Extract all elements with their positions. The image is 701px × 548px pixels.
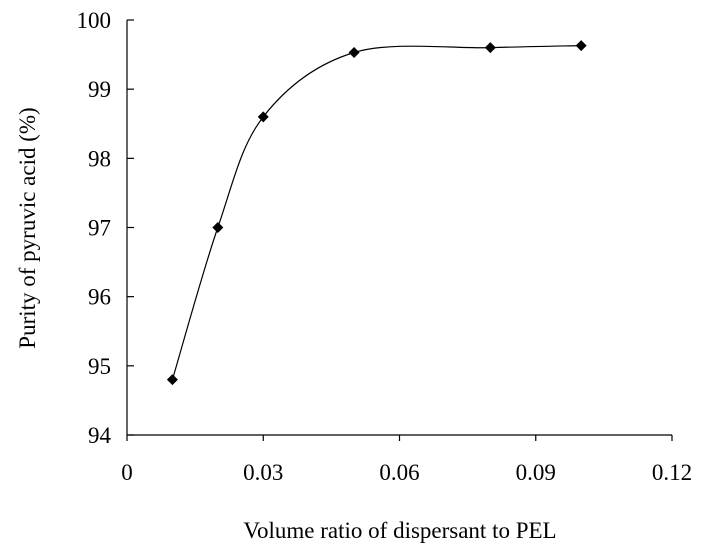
y-tick-label: 95	[88, 354, 111, 379]
x-tick-label: 0	[121, 460, 133, 485]
x-tick-label: 0.12	[652, 460, 692, 485]
x-tick-label: 0.03	[243, 460, 283, 485]
y-tick-label: 100	[77, 8, 112, 33]
x-axis-title: Volume ratio of dispersant to PEL	[243, 518, 556, 543]
y-tick-label: 98	[88, 146, 111, 171]
series-line	[171, 44, 582, 380]
y-tick-label: 97	[88, 216, 111, 241]
marker-layer	[166, 40, 587, 386]
y-axis-title: Purity of pyruvic acid (%)	[15, 107, 40, 348]
x-ticks: 0 0.03 0.06 0.09 0.12	[121, 435, 692, 485]
x-tick-label: 0.06	[379, 460, 419, 485]
axes	[126, 20, 672, 436]
data-point-marker	[212, 222, 224, 233]
series-layer	[171, 44, 582, 380]
data-point-marker	[484, 42, 496, 54]
data-point-marker	[166, 374, 178, 386]
data-point-marker	[348, 47, 360, 59]
y-ticks: 94 95 96 97 98 99 100	[77, 8, 134, 448]
y-tick-label: 99	[88, 77, 111, 102]
data-point-marker	[575, 40, 587, 52]
data-point-marker	[257, 111, 269, 123]
y-tick-label: 94	[88, 423, 112, 448]
x-tick-label: 0.09	[516, 460, 556, 485]
y-tick-label: 96	[88, 285, 111, 310]
